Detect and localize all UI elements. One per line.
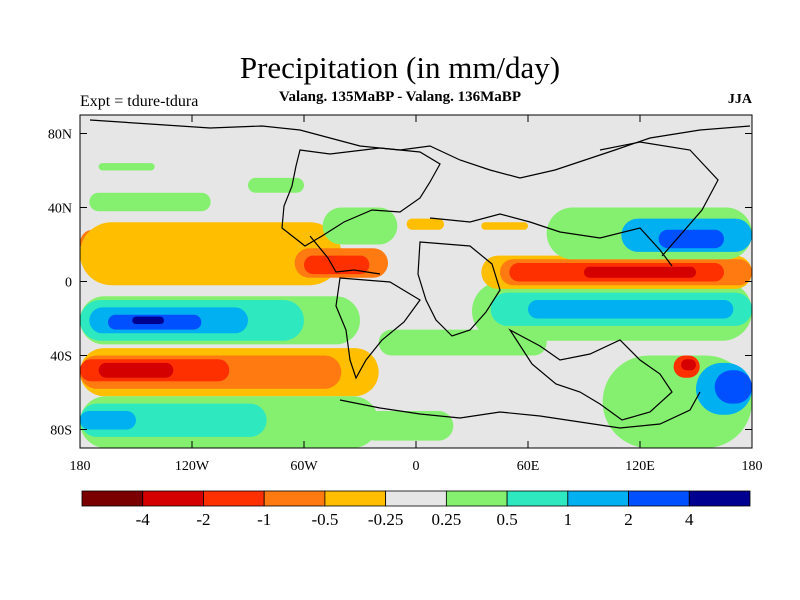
figure-title: Precipitation (in mm/day) — [239, 50, 561, 85]
precip-region-10 — [98, 362, 174, 378]
precip-region-33 — [681, 359, 696, 371]
coastline-south-america — [335, 277, 421, 380]
precip-region-35 — [378, 329, 547, 356]
map-axes: 180 120W 60W 0 60E 120E 180 80N 40N 0 40S 80S — [48, 115, 763, 474]
precip-region-21 — [528, 300, 734, 319]
colorbar-label-3: -0.5 — [311, 510, 338, 529]
coastline-eurasia-south — [429, 213, 673, 267]
colorbar-swatch-1 — [142, 490, 204, 507]
coastline-africa — [417, 241, 501, 337]
x-tick-label-2: 60W — [290, 459, 318, 474]
colorbar-label-4: -0.25 — [368, 510, 403, 529]
colorbar-label-2: -1 — [257, 510, 271, 529]
colorbar-swatch-7 — [506, 490, 569, 507]
colorbar-swatch-9 — [628, 490, 690, 507]
colorbar-label-7: 1 — [564, 510, 573, 529]
colorbar-swatch-2 — [203, 490, 265, 507]
precip-region-4 — [80, 222, 342, 286]
y-tick-label-0: 80N — [48, 128, 72, 143]
experiment-label: Expt = tdure-tdura — [80, 93, 199, 110]
y-tick-label-3: 40S — [50, 350, 72, 365]
x-tick-label-5: 120E — [625, 459, 655, 474]
colorbar-swatch-8 — [567, 490, 629, 507]
coastline-central-america — [309, 235, 381, 275]
precip-region-25 — [584, 266, 696, 278]
precip-region-36 — [406, 218, 444, 230]
x-tick-label-1: 120W — [175, 459, 210, 474]
coastline-east-asia — [599, 141, 719, 257]
precip-region-18 — [80, 411, 136, 430]
colorbar-swatch-6 — [445, 490, 508, 507]
colorbar-label-5: 0.25 — [431, 510, 461, 529]
x-tick-label-0: 180 — [70, 459, 91, 474]
precip-region-15 — [132, 316, 164, 325]
x-tick-label-3: 0 — [413, 459, 420, 474]
precip-region-39 — [98, 163, 155, 171]
precip-region-40 — [322, 207, 398, 245]
coastline-north-polar — [89, 119, 751, 179]
figure-subtitle: Valang. 135MaBP - Valang. 136MaBP — [279, 89, 521, 105]
coastline-antarctica — [339, 391, 701, 429]
colorbar-label-1: -2 — [196, 510, 210, 529]
colorbar: -4 -2 -1 -0.5 -0.25 0.25 0.5 1 2 4 — [81, 490, 751, 529]
x-tick-label-6: 180 — [742, 459, 763, 474]
colorbar-label-9: 4 — [685, 510, 694, 529]
precip-region-28 — [658, 229, 724, 249]
colorbar-swatch-4 — [324, 490, 387, 507]
y-tick-label-2: 0 — [65, 276, 72, 291]
paleo-coastlines — [89, 119, 751, 429]
colorbar-swatch-10 — [688, 490, 751, 507]
precip-region-38 — [89, 192, 211, 212]
colorbar-swatch-0 — [81, 490, 144, 507]
coastline-india-australia — [508, 328, 673, 421]
season-label: JJA — [727, 92, 752, 107]
colorbar-label-0: -4 — [136, 510, 151, 529]
y-tick-label-1: 40N — [48, 202, 72, 217]
y-tick-label-4: 80S — [50, 424, 72, 439]
colorbar-swatch-5 — [385, 490, 447, 507]
precip-region-37 — [481, 222, 528, 230]
colorbar-label-6: 0.5 — [496, 510, 517, 529]
precip-region-31 — [714, 370, 752, 404]
colorbar-label-8: 2 — [624, 510, 633, 529]
precip-region-6 — [304, 255, 370, 275]
precipitation-field — [80, 163, 752, 448]
coastline-north-america — [281, 147, 441, 247]
precip-region-34 — [360, 411, 454, 441]
precip-region-41 — [248, 177, 304, 193]
x-tick-label-4: 60E — [517, 459, 540, 474]
colorbar-swatch-3 — [263, 490, 326, 507]
